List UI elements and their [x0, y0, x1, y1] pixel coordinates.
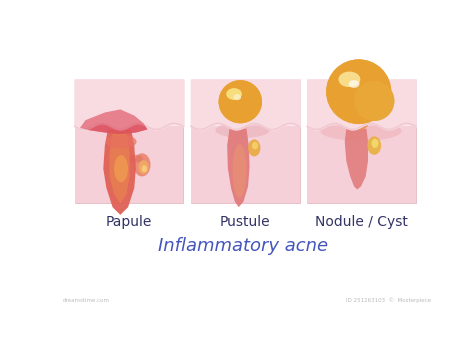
- Bar: [191, 80, 300, 203]
- Text: Nodule / Cyst: Nodule / Cyst: [315, 215, 408, 229]
- Ellipse shape: [248, 140, 260, 156]
- Ellipse shape: [346, 118, 368, 130]
- Ellipse shape: [372, 139, 378, 148]
- Circle shape: [326, 60, 391, 124]
- Ellipse shape: [114, 155, 128, 182]
- Ellipse shape: [138, 160, 149, 174]
- Polygon shape: [227, 129, 250, 207]
- Bar: [191, 126, 300, 203]
- Ellipse shape: [233, 94, 241, 100]
- Ellipse shape: [106, 135, 137, 149]
- Ellipse shape: [233, 144, 246, 198]
- Ellipse shape: [349, 80, 359, 88]
- Ellipse shape: [142, 165, 147, 172]
- Ellipse shape: [134, 153, 151, 176]
- Ellipse shape: [338, 72, 360, 87]
- Text: dreamstime.com: dreamstime.com: [63, 298, 109, 303]
- Ellipse shape: [230, 119, 249, 129]
- Bar: [307, 80, 416, 203]
- Ellipse shape: [349, 80, 359, 88]
- Ellipse shape: [227, 88, 242, 100]
- Bar: [307, 126, 416, 203]
- Ellipse shape: [233, 94, 241, 100]
- Circle shape: [219, 80, 262, 123]
- Text: ID 251263103  ©  Mosterpiece: ID 251263103 © Mosterpiece: [346, 297, 431, 303]
- Bar: [75, 80, 183, 203]
- Ellipse shape: [338, 72, 360, 87]
- Polygon shape: [80, 109, 147, 134]
- Bar: [75, 126, 183, 203]
- Text: Inflammatory acne: Inflammatory acne: [158, 237, 328, 255]
- Ellipse shape: [367, 136, 381, 155]
- Circle shape: [354, 81, 394, 121]
- Circle shape: [219, 80, 262, 123]
- Ellipse shape: [320, 121, 402, 141]
- Polygon shape: [345, 129, 368, 189]
- Polygon shape: [80, 109, 147, 134]
- Circle shape: [354, 81, 394, 121]
- Ellipse shape: [216, 122, 270, 138]
- Ellipse shape: [252, 142, 258, 149]
- Text: Papule: Papule: [106, 215, 152, 229]
- Text: Pustule: Pustule: [220, 215, 271, 229]
- Polygon shape: [103, 129, 136, 215]
- Circle shape: [326, 60, 391, 124]
- Ellipse shape: [129, 155, 143, 162]
- Ellipse shape: [227, 88, 242, 100]
- Polygon shape: [109, 134, 129, 203]
